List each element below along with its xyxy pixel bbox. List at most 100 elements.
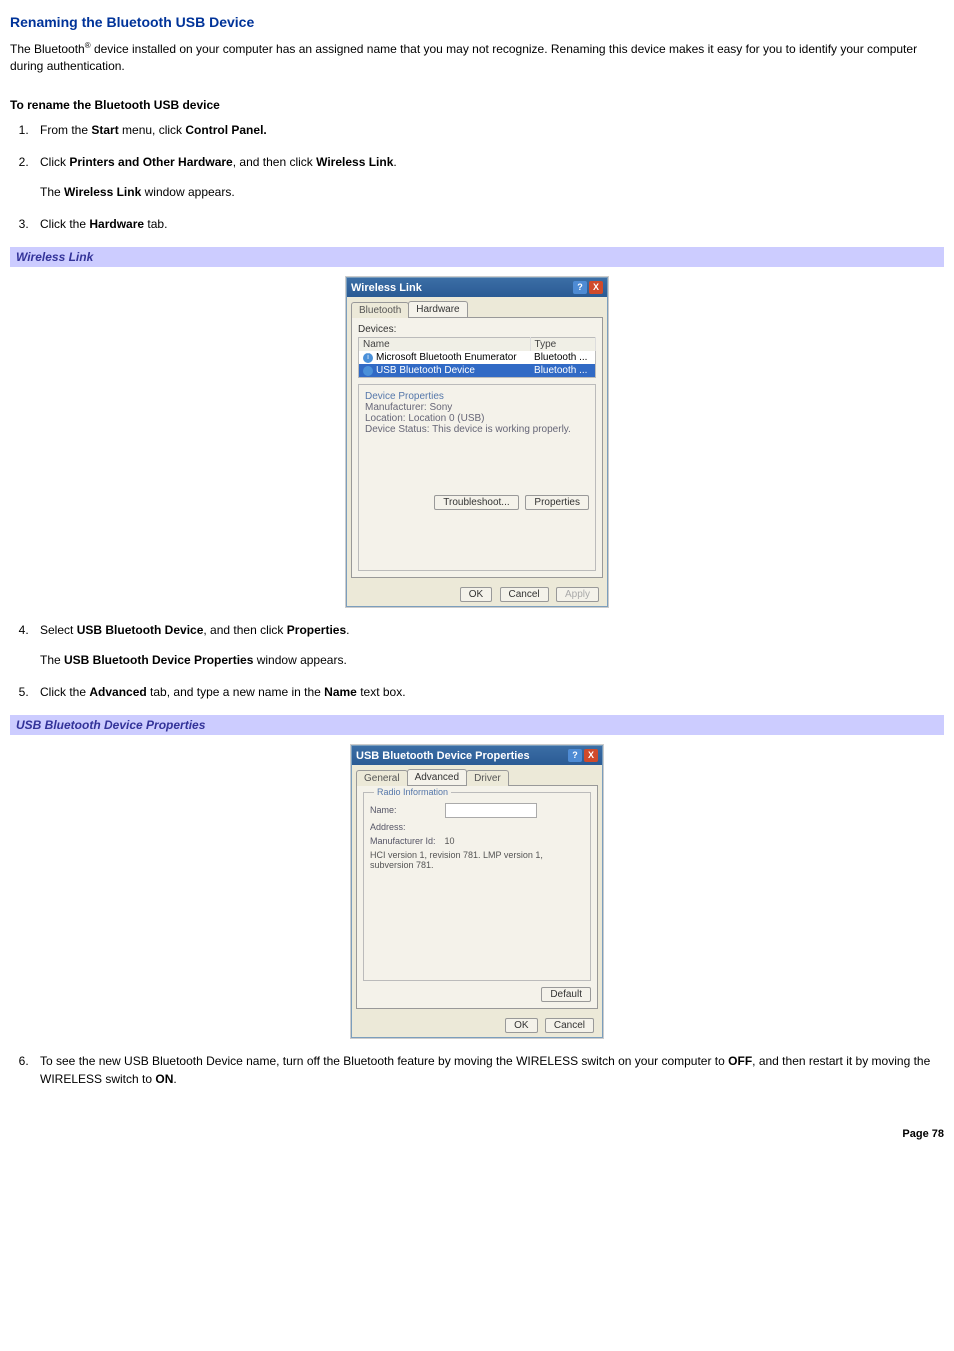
manufacturer-id-value: 10 (445, 836, 455, 846)
tab-advanced[interactable]: Advanced (407, 769, 467, 785)
tab-bluetooth[interactable]: Bluetooth (351, 302, 409, 318)
device-icon (363, 366, 373, 376)
properties-button[interactable]: Properties (525, 495, 589, 510)
kw-printers: Printers and Other Hardware (69, 155, 232, 169)
tab-general[interactable]: General (356, 770, 408, 786)
step-5: Click the Advanced tab, and type a new n… (32, 683, 944, 701)
default-button[interactable]: Default (541, 987, 591, 1002)
col-type[interactable]: Type (530, 338, 595, 352)
figure-caption-1: Wireless Link (10, 247, 944, 267)
step-6: To see the new USB Bluetooth Device name… (32, 1052, 944, 1088)
troubleshoot-button[interactable]: Troubleshoot... (434, 495, 518, 510)
device-properties-group: Device Properties Manufacturer: Sony Loc… (358, 384, 596, 571)
help-icon[interactable]: ? (568, 749, 582, 762)
step-3: Click the Hardware tab. (32, 215, 944, 233)
intro-post: device installed on your computer has an… (10, 42, 917, 73)
cancel-button[interactable]: Cancel (500, 587, 549, 602)
t: , and then click (233, 155, 316, 169)
cell: Microsoft Bluetooth Enumerator (376, 352, 517, 363)
tab-body: Devices: Name Type iMicrosoft Bluetooth … (351, 317, 603, 578)
t: To see the new USB Bluetooth Device name… (40, 1054, 728, 1068)
col-name[interactable]: Name (359, 338, 531, 352)
cell: USB Bluetooth Device (376, 365, 475, 376)
tab-body: Radio Information Name: Address: Manufac… (356, 785, 598, 1009)
intro-paragraph: The Bluetooth® device installed on your … (10, 40, 944, 75)
t: Click (40, 155, 69, 169)
wireless-link-window: Wireless Link ? X BluetoothHardware Devi… (346, 277, 608, 607)
kw-hardware: Hardware (89, 217, 144, 231)
ok-button[interactable]: OK (505, 1018, 537, 1033)
step-4: Select USB Bluetooth Device, and then cl… (32, 621, 944, 669)
window-title: Wireless Link (351, 282, 422, 294)
t: menu, click (119, 123, 186, 137)
t: Click the (40, 217, 89, 231)
kw: Properties (287, 623, 346, 637)
step-2: Click Printers and Other Hardware, and t… (32, 153, 944, 201)
t: window appears. (141, 185, 234, 199)
ok-button[interactable]: OK (460, 587, 492, 602)
kw-controlpanel: Control Panel. (185, 123, 266, 137)
t: . (173, 1072, 176, 1086)
help-icon[interactable]: ? (573, 281, 587, 294)
table-row-selected[interactable]: USB Bluetooth Device Bluetooth ... (359, 364, 596, 378)
procedure-list-cont: Select USB Bluetooth Device, and then cl… (32, 621, 944, 701)
step-1: From the Start menu, click Control Panel… (32, 121, 944, 139)
manufacturer-id-label: Manufacturer Id: (370, 836, 442, 846)
close-icon[interactable]: X (584, 749, 598, 762)
figure-2: USB Bluetooth Device Properties ? X Gene… (10, 745, 944, 1038)
default-row: Default (363, 987, 591, 1002)
procedure-list-end: To see the new USB Bluetooth Device name… (32, 1052, 944, 1088)
cell: Bluetooth ... (530, 351, 595, 364)
figure-1: Wireless Link ? X BluetoothHardware Devi… (10, 277, 944, 607)
cell: Bluetooth ... (530, 364, 595, 378)
tabstrip: GeneralAdvancedDriver (352, 765, 602, 785)
group-title: Device Properties (365, 391, 589, 402)
window-title: USB Bluetooth Device Properties (356, 750, 530, 762)
kw-wirelesslink: Wireless Link (316, 155, 393, 169)
tab-driver[interactable]: Driver (466, 770, 509, 786)
kw: Wireless Link (64, 185, 141, 199)
step-4-result: The USB Bluetooth Device Properties wind… (40, 651, 944, 669)
kw: USB Bluetooth Device (77, 623, 204, 637)
dialog-buttons: OK Cancel (352, 1013, 602, 1037)
location-line: Location: Location 0 (USB) (365, 413, 589, 424)
tab-hardware[interactable]: Hardware (408, 301, 467, 317)
t: From the (40, 123, 91, 137)
step-2-result: The Wireless Link window appears. (40, 183, 944, 201)
t: The (40, 653, 64, 667)
status-line: Device Status: This device is working pr… (365, 424, 589, 435)
t: . (393, 155, 396, 169)
dialog-buttons: OK Cancel Apply (347, 582, 607, 606)
t: tab, and type a new name in the (147, 685, 324, 699)
page-number: Page 78 (10, 1128, 944, 1140)
table-row[interactable]: iMicrosoft Bluetooth Enumerator Bluetoot… (359, 351, 596, 364)
kw: Advanced (89, 685, 146, 699)
titlebar: Wireless Link ? X (347, 278, 607, 297)
kw: USB Bluetooth Device Properties (64, 653, 253, 667)
close-icon[interactable]: X (589, 281, 603, 294)
t: window appears. (253, 653, 346, 667)
tabstrip: BluetoothHardware (347, 297, 607, 317)
kw-start: Start (91, 123, 118, 137)
cancel-button[interactable]: Cancel (545, 1018, 594, 1033)
procedure-list: From the Start menu, click Control Panel… (32, 121, 944, 233)
devices-table: Name Type iMicrosoft Bluetooth Enumerato… (358, 337, 596, 378)
kw: Name (324, 685, 357, 699)
procedure-subhead: To rename the Bluetooth USB device (10, 97, 944, 114)
name-label: Name: (370, 805, 442, 815)
manufacturer-line: Manufacturer: Sony (365, 402, 589, 413)
page-title: Renaming the Bluetooth USB Device (10, 14, 944, 30)
address-label: Address: (370, 822, 442, 832)
t: The (40, 185, 64, 199)
radio-info-group: Radio Information Name: Address: Manufac… (363, 792, 591, 981)
kw: ON (155, 1072, 173, 1086)
t: . (346, 623, 349, 637)
name-input[interactable] (445, 803, 537, 818)
t: , and then click (203, 623, 286, 637)
t: Click the (40, 685, 89, 699)
t: Select (40, 623, 77, 637)
usb-bluetooth-properties-window: USB Bluetooth Device Properties ? X Gene… (351, 745, 603, 1038)
kw: OFF (728, 1054, 752, 1068)
apply-button[interactable]: Apply (556, 587, 599, 602)
t: tab. (144, 217, 167, 231)
